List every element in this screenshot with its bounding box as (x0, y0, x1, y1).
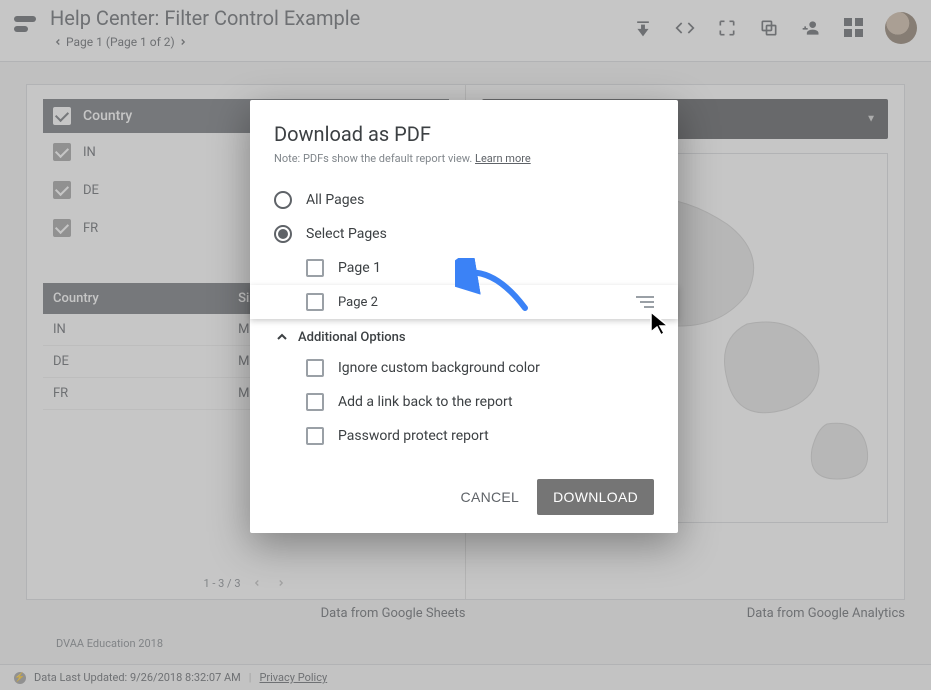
dialog-note: Note: PDFs show the default report view.… (274, 152, 654, 165)
page-option-label: Page 2 (338, 295, 378, 310)
option-label: Ignore custom background color (338, 360, 540, 376)
option-label: Add a link back to the report (338, 394, 513, 410)
checkbox-icon[interactable] (306, 393, 324, 411)
page-option[interactable]: Page 1 (274, 251, 654, 285)
radio-select-pages[interactable]: Select Pages (274, 217, 654, 251)
learn-more-link[interactable]: Learn more (475, 152, 531, 165)
additional-options-label: Additional Options (298, 330, 406, 345)
radio-icon[interactable] (274, 191, 292, 209)
checkbox-icon[interactable] (306, 359, 324, 377)
checkbox-icon[interactable] (306, 259, 324, 277)
option-add-link[interactable]: Add a link back to the report (274, 385, 654, 419)
download-button[interactable]: DOWNLOAD (537, 479, 654, 515)
dialog-note-text: Note: PDFs show the default report view. (274, 152, 475, 165)
cancel-button[interactable]: CANCEL (461, 489, 520, 505)
checkbox-icon[interactable] (306, 293, 324, 311)
download-pdf-dialog: Download as PDF Note: PDFs show the defa… (250, 100, 678, 533)
drag-handle-icon[interactable] (636, 296, 654, 308)
page-option-highlight[interactable]: Page 2 (250, 285, 678, 319)
additional-options-toggle[interactable]: Additional Options (274, 319, 654, 351)
checkbox-icon[interactable] (306, 427, 324, 445)
radio-all-pages[interactable]: All Pages (274, 183, 654, 217)
option-ignore-bg[interactable]: Ignore custom background color (274, 351, 654, 385)
radio-icon[interactable] (274, 225, 292, 243)
page-option-label: Page 1 (338, 260, 381, 276)
radio-label: All Pages (306, 192, 364, 208)
radio-label: Select Pages (306, 226, 387, 242)
option-label: Password protect report (338, 428, 489, 444)
chevron-up-icon (274, 329, 290, 345)
dialog-title: Download as PDF (274, 122, 654, 146)
option-password[interactable]: Password protect report (274, 419, 654, 453)
